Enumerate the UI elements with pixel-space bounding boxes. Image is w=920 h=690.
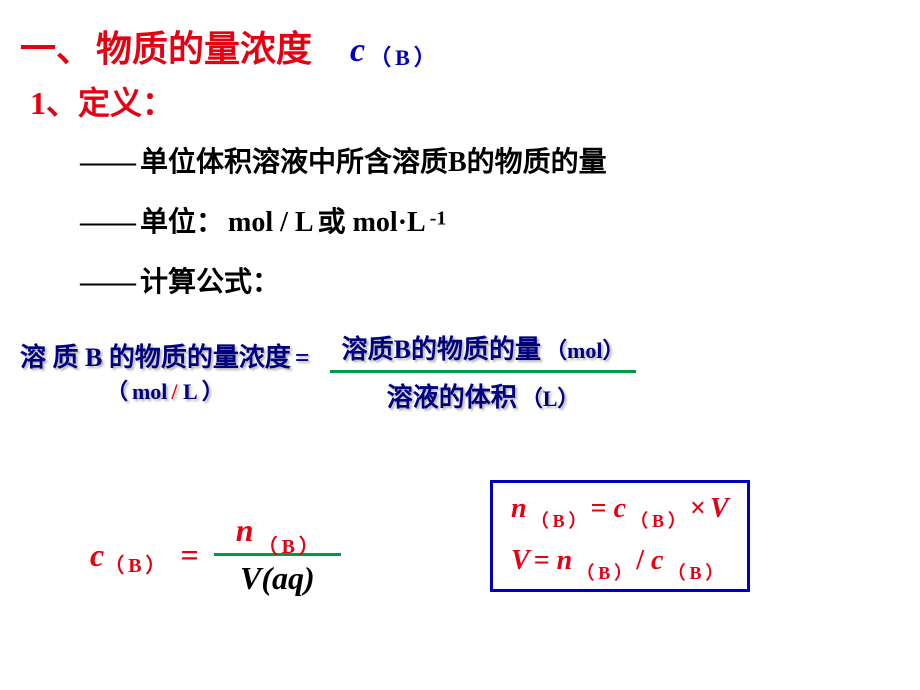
wordeq-den-unit: （L） [521,386,580,411]
wordeq-num-a: 溶质B的物质的量 [342,335,541,364]
box-row1: n （ B ） = c （ B ） × V [511,493,729,527]
symeq-n-sub-open: （ [258,536,278,558]
symeq-sub-b: B [128,555,141,577]
box-r2-n: n [557,545,573,576]
line2-label: 单位： [140,207,224,238]
wordeq-left-unit-a: mol [132,379,167,404]
box-r2-n-sub-b: B [598,563,610,583]
line3-text: 计算公式： [140,267,280,298]
box-r2-n-sub-close: ） [614,563,632,583]
formula-box: n （ B ） = c （ B ） × V V = n （ B ） / c （ … [490,480,750,592]
box-r2-c: c [651,545,663,576]
box-r1-c-sub-close: ） [668,511,686,531]
line1-text: 单位体积溶液中所含溶质B的物质的量 [140,147,607,178]
line2-unit1: mol / L [228,207,314,238]
box-r1-c-sub-open: （ [630,511,648,531]
symeq-fraction: n （ B ） V(aq) [214,510,341,601]
definition-label-row: 1、定义： [30,78,174,124]
definition-label: 1、定义： [30,85,174,121]
box-r1-sub-close: ） [569,511,587,531]
symbolic-equation: c （ B ） = n （ B ） V(aq) [90,510,341,601]
word-equation: 溶 质 B 的物质的量浓度 = （ mol / L ） 溶质B的物质的量 （mo… [20,325,636,418]
line2-unit2sup: -1 [430,208,447,230]
symeq-c: c [90,537,104,574]
unit-line: —— 单位： mol / L 或 mol·L -1 [80,200,446,240]
title-sub-close: ） [414,45,436,70]
title-symbol: c [350,32,365,69]
wordeq-den-a: 溶液的体积 [387,383,517,412]
symeq-sub-close: ） [146,555,166,577]
line3-dash: —— [80,267,136,298]
box-r1-eq: = [591,493,614,524]
box-r1-c-sub-b: B [652,511,664,531]
title-sub-open: （ [369,45,391,70]
box-r1-n: n [511,493,527,524]
box-row2: V = n （ B ） / c （ B ） [511,545,729,579]
title-row: 一、 物质的量浓度 c （ B ） [20,20,436,72]
box-r1-sub-b: B [553,511,565,531]
symeq-sub-open: （ [104,555,124,577]
word-eq-left: 溶 质 B 的物质的量浓度 = （ mol / L ） [20,337,310,406]
box-r1-v: V [710,493,729,524]
box-r1-sub-open: （ [531,511,549,531]
title-prefix: 一、 [20,29,92,69]
wordeq-left-top: 溶 质 B 的物质的量浓度 [20,343,291,372]
symeq-n-sub-close: ） [299,536,319,558]
symeq-eq: = [181,537,199,574]
symeq-n: n [236,512,254,548]
line1-dash: —— [80,147,136,178]
wordeq-left-unit-slash: / [171,379,183,404]
line2-unit2a: mol·L [353,207,426,238]
symeq-v: V(aq) [240,560,315,596]
formula-label-line: —— 计算公式： [80,260,280,300]
wordeq-num-unit: （mol） [545,338,624,363]
wordeq-left-eq: = [295,343,310,372]
box-r1-c: c [614,493,626,524]
wordeq-left-unit-open: （ [106,379,128,404]
title-sub-b: B [395,45,410,70]
definition-line1: —— 单位体积溶液中所含溶质B的物质的量 [80,140,607,180]
line2-or: 或 [318,207,353,238]
line2-dash: —— [80,207,136,238]
box-r2-div: / [636,545,651,576]
box-r2-v: V [511,545,530,576]
wordeq-left-unit-b: L [183,379,198,404]
box-r2-n-sub-open: （ [576,563,594,583]
box-r2-c-sub-close: ） [705,563,723,583]
box-r2-c-sub-open: （ [667,563,685,583]
box-r2-eq: = [534,545,557,576]
wordeq-left-unit-close: ） [202,379,224,404]
word-eq-fraction: 溶质B的物质的量 （mol） 溶液的体积 （L） [330,325,637,418]
title-main: 物质的量浓度 [96,29,312,69]
box-r2-c-sub-b: B [689,563,701,583]
symeq-n-sub-b: B [282,536,295,558]
box-r1-mul: × [690,493,706,524]
